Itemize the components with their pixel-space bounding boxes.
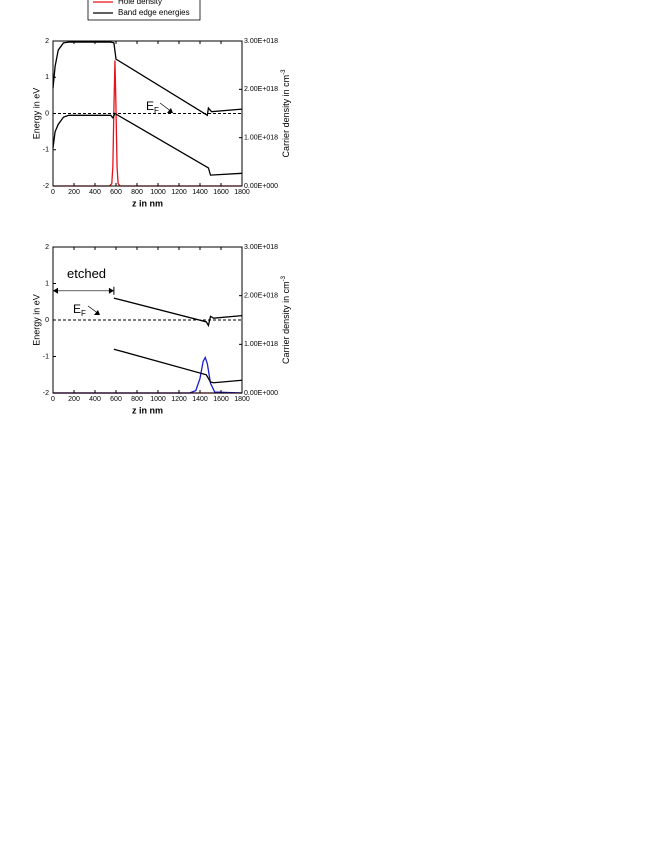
x-tick-label: 400 — [89, 189, 101, 196]
y2-axis-label-sup: -3 — [281, 69, 287, 75]
x-tick-label: 800 — [131, 189, 143, 196]
y2-tick-label: 3.00E+018 — [244, 244, 278, 251]
x-tick-label: 0 — [51, 189, 55, 196]
x-tick-label: 1400 — [192, 189, 208, 196]
y-tick-label: 2 — [45, 244, 49, 251]
annotation-text: E — [73, 302, 81, 316]
y2-tick-label: 3.00E+018 — [244, 38, 278, 45]
y2-tick-label: 2.00E+018 — [244, 293, 278, 300]
y-tick-label: 2 — [45, 38, 49, 45]
y2-tick-label: 0.00E+000 — [244, 390, 278, 397]
x-tick-label: 1800 — [234, 396, 250, 403]
y-tick-label: -1 — [43, 353, 49, 360]
y2-axis-label-sup: -3 — [281, 275, 287, 281]
y-tick-label: -2 — [43, 183, 49, 190]
annotation-subscript: F — [81, 309, 86, 318]
arrow-head — [94, 310, 100, 315]
x-tick-label: 200 — [68, 396, 80, 403]
x-tick-label: 600 — [110, 189, 122, 196]
arrow-head — [167, 108, 173, 113]
annotation-subscript: F — [154, 106, 159, 115]
x-tick-label: 1800 — [234, 189, 250, 196]
y2-axis-label: Carrier density in cm-3 — [281, 275, 292, 364]
y2-tick-label: 1.00E+018 — [244, 135, 278, 142]
y-tick-label: 0 — [45, 110, 49, 117]
x-tick-label: 1200 — [171, 396, 187, 403]
y2-tick-label: 0.00E+000 — [244, 183, 278, 190]
x-tick-label: 400 — [89, 396, 101, 403]
series-line — [52, 112, 243, 176]
y-axis-label: Energy in eV — [31, 88, 41, 140]
series-line — [52, 41, 243, 117]
series-line — [53, 60, 242, 187]
x-tick-label: 1400 — [192, 396, 208, 403]
x-axis-label: z in nm — [132, 198, 163, 208]
annotation: EF — [73, 302, 86, 318]
annotation: EF — [146, 99, 159, 115]
y2-axis-label: Carrier density in cm-3 — [281, 69, 292, 158]
x-tick-label: 1200 — [171, 189, 187, 196]
y2-tick-label: 2.00E+018 — [244, 86, 278, 93]
series-line — [113, 348, 243, 384]
y-axis-label: Energy in eV — [31, 294, 41, 346]
x-tick-label: 0 — [51, 396, 55, 403]
x-tick-label: 1600 — [213, 189, 229, 196]
x-tick-label: 600 — [110, 396, 122, 403]
legend-box — [87, 0, 201, 21]
x-tick-label: 800 — [131, 396, 143, 403]
x-tick-label: 1600 — [213, 396, 229, 403]
y2-axis-label-text: Carrier density in cm — [281, 281, 291, 364]
legend-label: Hole density — [118, 0, 162, 6]
y2-tick-label: 1.00E+018 — [244, 341, 278, 348]
y-tick-label: -2 — [43, 390, 49, 397]
legend-label: Band edge energies — [118, 8, 190, 17]
x-tick-label: 200 — [68, 189, 80, 196]
x-axis-label: z in nm — [132, 405, 163, 415]
etched-label: etched — [67, 266, 106, 281]
y-tick-label: 1 — [45, 74, 49, 81]
x-tick-label: 1000 — [150, 396, 166, 403]
series-line — [53, 355, 243, 394]
annotation-text: E — [146, 99, 154, 113]
x-tick-label: 1000 — [150, 189, 166, 196]
y-tick-label: -1 — [43, 147, 49, 154]
y-tick-label: 1 — [45, 280, 49, 287]
y-tick-label: 0 — [45, 317, 49, 324]
series-line — [113, 297, 243, 328]
y2-axis-label-text: Carrier density in cm — [281, 75, 291, 158]
